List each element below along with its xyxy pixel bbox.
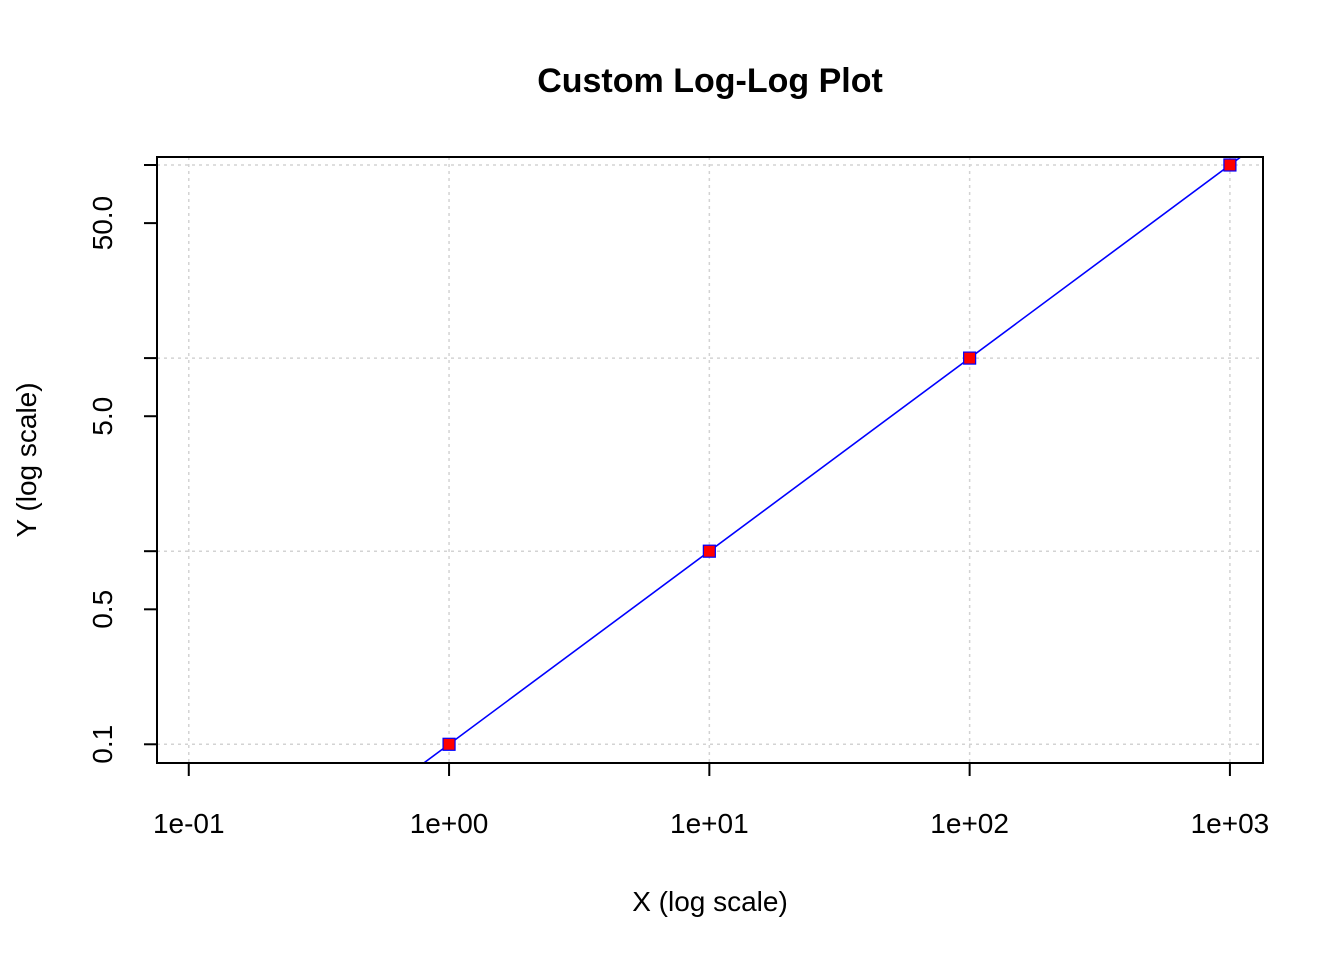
data-points [442, 158, 1237, 751]
x-tick-label: 1e+01 [670, 808, 749, 839]
data-point [963, 351, 977, 365]
x-axis: 1e-01 1e+00 1e+01 1e+02 1e+03 [153, 763, 1269, 839]
x-tick-label: 1e-01 [153, 808, 225, 839]
chart-title: Custom Log-Log Plot [537, 62, 883, 100]
data-point [442, 737, 456, 751]
data-point [702, 544, 716, 558]
y-tick-label: 5.0 [87, 397, 118, 436]
y-tick-label: 50.0 [87, 196, 118, 251]
x-axis-label: X (log scale) [632, 886, 788, 917]
x-tick-label: 1e+02 [930, 808, 1009, 839]
x-tick-label: 1e+00 [410, 808, 489, 839]
data-point [1223, 158, 1237, 172]
y-axis-label: Y (log scale) [11, 382, 42, 537]
y-tick-label: 0.5 [87, 590, 118, 629]
y-tick-label: 0.1 [87, 725, 118, 764]
x-tick-label: 1e+03 [1191, 808, 1270, 839]
y-axis: 0.1 0.5 5.0 50.0 [87, 163, 157, 764]
